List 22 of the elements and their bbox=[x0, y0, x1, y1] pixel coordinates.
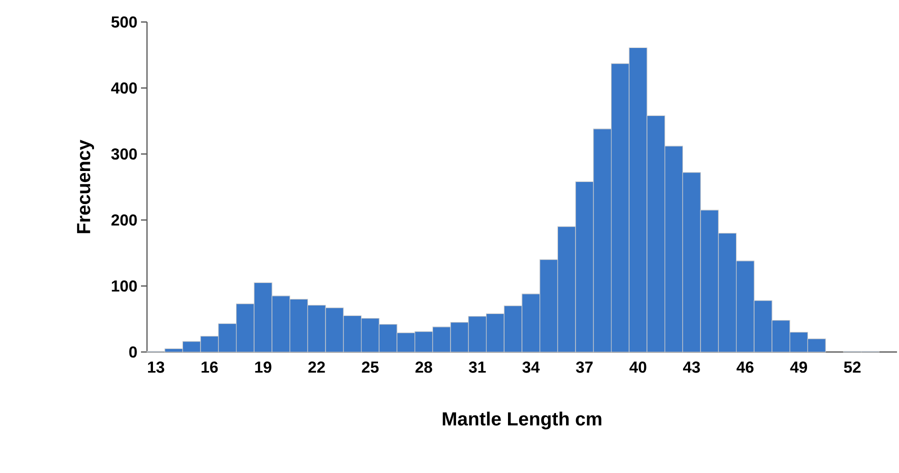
y-tick-label: 0 bbox=[129, 346, 137, 358]
x-tick-label: 16 bbox=[202, 362, 218, 373]
y-tick-label: 200 bbox=[111, 214, 137, 226]
y-tick-label: 500 bbox=[111, 16, 137, 28]
x-tick-label: 22 bbox=[308, 362, 325, 373]
x-tick-label: 43 bbox=[683, 362, 700, 373]
x-tick-label: 52 bbox=[844, 362, 861, 373]
x-tick-label: 49 bbox=[790, 362, 808, 373]
x-tick-label: 37 bbox=[576, 362, 593, 373]
y-tick-label: 300 bbox=[111, 148, 137, 160]
x-tick-label: 13 bbox=[148, 362, 164, 373]
x-tick-label: 31 bbox=[468, 362, 486, 373]
x-tick-label: 46 bbox=[736, 362, 754, 373]
x-tick-label: 34 bbox=[522, 362, 540, 373]
x-tick-label: 25 bbox=[362, 362, 379, 373]
y-tick-label: 400 bbox=[111, 82, 137, 94]
x-tick-label: 28 bbox=[415, 362, 432, 373]
x-tick-label: 19 bbox=[255, 362, 272, 373]
x-axis-title: Mantle Length cm bbox=[442, 412, 602, 430]
y-tick-label: 100 bbox=[112, 280, 137, 292]
y-axis-title: Frecuency bbox=[77, 140, 94, 234]
x-tick-label: 40 bbox=[629, 362, 646, 373]
